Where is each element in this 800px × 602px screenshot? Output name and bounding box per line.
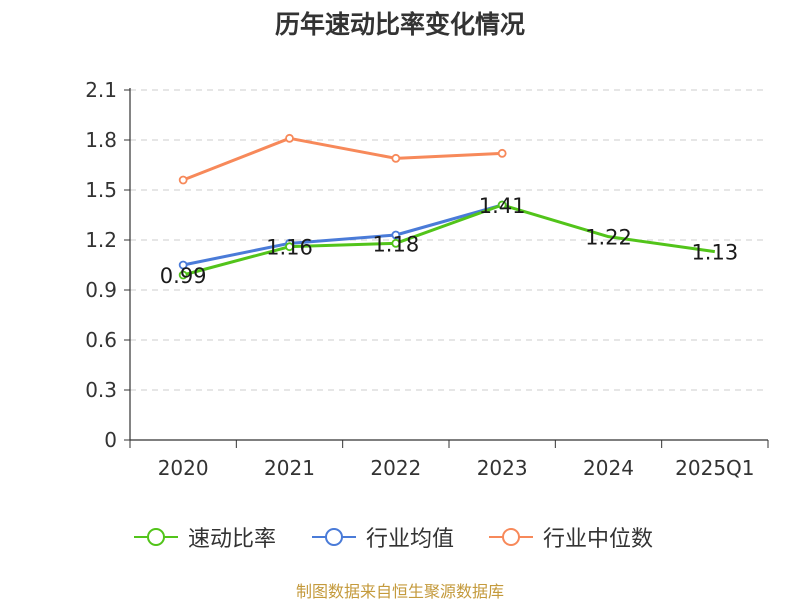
- data-point-0: [285, 242, 294, 252]
- data-point-0: [497, 200, 507, 210]
- data-label: 1.13: [691, 241, 738, 265]
- legend-label: 行业中位数: [543, 527, 654, 552]
- chart-title: 历年速动比率变化情况: [274, 10, 525, 39]
- legend-marker-industry-avg: [312, 528, 356, 546]
- x-tick-label: 2025Q1: [675, 456, 754, 480]
- data-label: 0.99: [160, 264, 207, 288]
- y-tick-label: 1.2: [85, 228, 117, 252]
- data-point-1: [391, 230, 401, 240]
- x-tick-label: 2023: [477, 456, 528, 480]
- y-tick-label: 1.8: [85, 128, 117, 152]
- legend-marker-industry-median: [489, 528, 533, 546]
- data-label: 1.22: [585, 226, 632, 250]
- line-chart: 0 0.3 0.6 0.9 1.2 1.5 1.8 2.1 2020 2021 2022 2023 20…: [85, 78, 769, 480]
- legend-label: 速动比率: [188, 527, 277, 552]
- data-point-0: [391, 238, 401, 248]
- legend-marker-quick-ratio: [134, 528, 178, 546]
- data-point-2: [497, 148, 507, 158]
- data-point-0: [178, 270, 188, 280]
- data-label: 1.18: [372, 232, 419, 256]
- y-tick-label: 0: [104, 428, 117, 452]
- y-tick-label: 0.6: [85, 328, 117, 352]
- y-tick-label: 0.3: [85, 378, 117, 402]
- legend-item-quick-ratio[interactable]: 速动比率: [132, 521, 276, 553]
- series-line-2: [182, 136, 503, 182]
- x-tick-label: 2021: [264, 456, 315, 480]
- data-point-2: [285, 133, 294, 143]
- data-point-2: [391, 153, 401, 163]
- data-label: 1.16: [266, 236, 313, 260]
- y-tick-label: 0.9: [85, 278, 117, 302]
- x-tick-label: 2020: [158, 456, 209, 480]
- x-tick-label: 2022: [370, 456, 421, 480]
- x-tick-label: 2024: [583, 456, 634, 480]
- data-label: 1.41: [479, 194, 526, 218]
- legend-item-industry-avg[interactable]: 行业均值: [310, 521, 454, 553]
- y-tick-label: 1.5: [85, 178, 117, 202]
- y-tick-label: 2.1: [85, 78, 117, 102]
- source-note: 制图数据来自恒生聚源数据库: [295, 582, 504, 601]
- legend-label: 行业均值: [366, 527, 455, 552]
- data-point-1: [178, 260, 188, 270]
- series-line-0: [182, 203, 716, 277]
- series-line-1: [182, 203, 503, 267]
- legend: 速动比率 行业均值 行业中位数: [0, 521, 800, 553]
- legend-item-industry-median[interactable]: 行业中位数: [487, 521, 653, 553]
- data-point-2: [178, 175, 188, 185]
